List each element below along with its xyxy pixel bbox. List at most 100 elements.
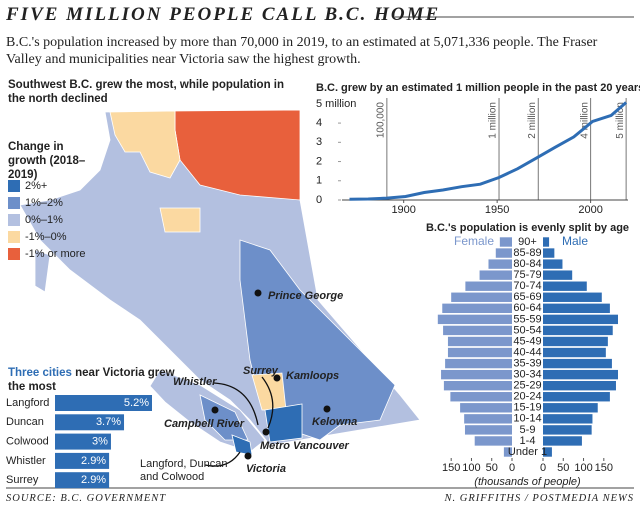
pyramid-bar [543, 292, 602, 302]
pyramid-title: B.C.'s population is evenly split by age [426, 222, 629, 234]
x-tick-label: 1900 [391, 204, 415, 216]
x-axis-label: (thousands of people) [474, 476, 581, 488]
pyramid-bar [445, 358, 512, 369]
bar [55, 472, 110, 489]
bar-title: Three cities near Victoria grew the most [8, 366, 178, 394]
annotation-label: 1 million [488, 102, 499, 139]
x-tick-label: 0 [540, 462, 546, 474]
age-label: 45-49 [513, 335, 541, 347]
y-tick-label: 5 million [316, 98, 356, 110]
city-dot [244, 452, 252, 460]
map-note: Langford, Duncan [140, 458, 227, 470]
legend-title: Change in growth (2018–2019) [8, 141, 86, 181]
x-tick-label: 50 [557, 462, 569, 474]
pyramid-bar [543, 303, 610, 314]
age-label: Under 1 [508, 446, 547, 458]
city-label: Campbell River [164, 418, 245, 430]
y-tick-label: 0 [316, 194, 322, 206]
pyramid-bar [488, 259, 512, 269]
region [109, 110, 181, 179]
x-tick-label: 150 [442, 462, 460, 474]
pyramid-bar [543, 403, 598, 413]
city-label: Metro Vancouver [260, 440, 350, 452]
pyramid-bar [543, 347, 606, 358]
age-label: 85-89 [513, 247, 541, 259]
annotation-label: 4 million [579, 102, 590, 139]
bar-value-label: 2.9% [81, 455, 106, 467]
credit: N. GRIFFITHS / POSTMEDIA NEWS [444, 493, 634, 504]
y-tick-label: 4 [316, 117, 322, 129]
y-tick-label: 3 [316, 136, 322, 148]
pyramid-bar [543, 336, 608, 347]
pyramid-bar [543, 392, 610, 402]
legend-label: -1%–0% [25, 231, 67, 243]
city-dot [273, 374, 281, 382]
pyramid-bar [465, 281, 512, 291]
bar-category: Whistler [6, 455, 46, 467]
city-label: Kamloops [286, 370, 339, 382]
legend-label: Male [562, 234, 588, 248]
legend-swatch [8, 214, 20, 226]
arrow [261, 376, 274, 429]
legend-swatch [8, 248, 20, 260]
city-label: Victoria [246, 463, 286, 475]
line-title: B.C. grew by an estimated 1 million peop… [316, 82, 640, 94]
subtitle: B.C.'s population increased by more than… [6, 35, 598, 67]
bar [55, 395, 152, 411]
age-label: 30-34 [513, 369, 541, 381]
bar-category: Colwood [6, 436, 49, 448]
bar [55, 433, 111, 450]
legend-label: -1% or more [25, 248, 86, 260]
region [159, 207, 201, 233]
region [34, 249, 51, 293]
pyramid-bar [495, 248, 512, 258]
bar [55, 414, 125, 431]
bar-value-label: 3.7% [96, 416, 121, 428]
legend-label: 0%–1% [25, 214, 63, 226]
bar-category: Langford [6, 397, 49, 409]
age-label: 80-84 [513, 258, 541, 270]
x-tick-label: 100 [462, 462, 480, 474]
pyramid-bar [543, 325, 613, 336]
x-tick-label: 2000 [578, 204, 602, 216]
pyramid-bar [499, 237, 512, 247]
city-label: Surrey [243, 365, 279, 377]
arrow [213, 382, 259, 426]
age-label: 70-74 [513, 280, 541, 292]
annotation-label: 2 million [527, 102, 538, 139]
annotation-label: 5 million [615, 102, 626, 139]
pyramid-bar [543, 425, 592, 435]
age-label: 40-44 [513, 346, 541, 358]
age-label: 60-64 [513, 302, 541, 314]
pyramid-bar [464, 414, 512, 424]
pyramid-bar [437, 314, 512, 325]
age-label: 5-9 [520, 424, 536, 436]
pyramid-bar [451, 292, 512, 302]
pyramid-bar [464, 425, 512, 435]
title: FIVE MILLION PEOPLE CALL B.C. HOME [6, 4, 441, 25]
bar-value-label: 3% [92, 436, 108, 448]
age-label: 55-59 [513, 313, 541, 325]
legend-label: 2%+ [25, 180, 47, 192]
arrow [204, 451, 241, 467]
x-tick-label: 1950 [485, 204, 509, 216]
pyramid-bar [543, 358, 612, 369]
age-label: 75-79 [513, 269, 541, 281]
legend-swatch [8, 180, 20, 192]
x-tick-label: 50 [486, 462, 498, 474]
arrows [204, 376, 274, 467]
bar-category: Duncan [6, 416, 44, 428]
pyramid-bar [543, 369, 618, 380]
x-tick-label: 0 [509, 462, 515, 474]
age-label: 50-54 [513, 324, 541, 336]
pyramid-bar [503, 447, 512, 457]
legend-swatch [8, 197, 20, 209]
bar-value-label: 5.2% [124, 397, 149, 409]
age-label: 1-4 [520, 435, 536, 447]
city-label: Prince George [268, 290, 343, 302]
legend-label: 1%–2% [25, 197, 63, 209]
pyramid-bar [443, 380, 512, 391]
bar-title-lead: Three cities [8, 367, 72, 379]
pyramid-bar [543, 259, 563, 269]
